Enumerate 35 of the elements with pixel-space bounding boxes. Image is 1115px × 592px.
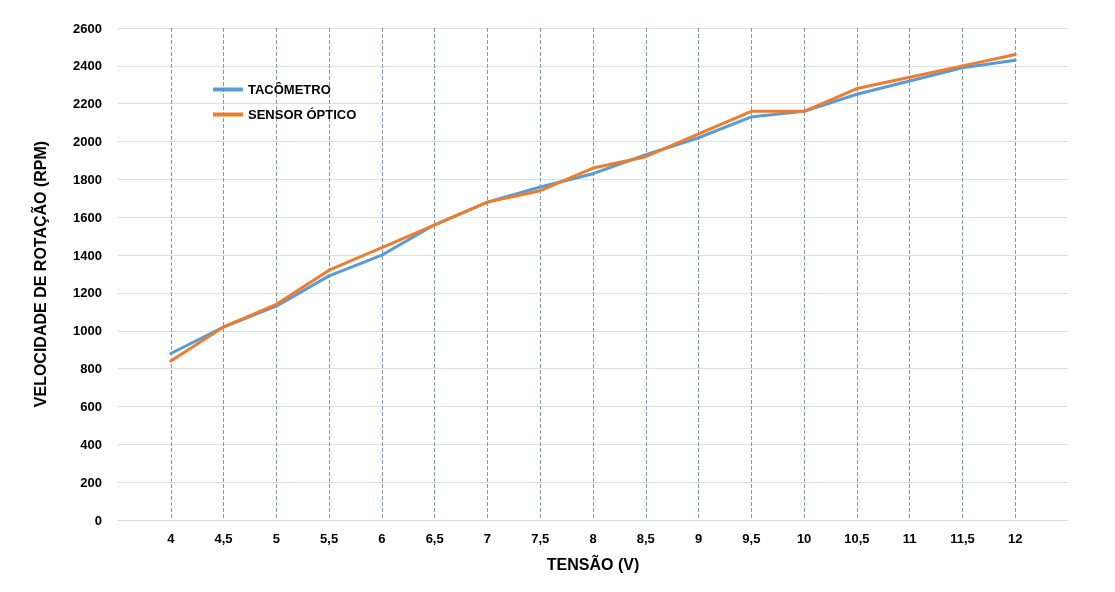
x-tick-label: 5 <box>272 531 280 546</box>
x-tick-label: 4,5 <box>214 531 233 546</box>
x-tick-label: 9 <box>694 531 703 546</box>
x-tick-label: 11 <box>902 531 917 546</box>
x-tick-label: 9,5 <box>742 531 761 546</box>
x-tick-label: 4 <box>167 531 176 546</box>
x-axis-title: TENSÃO (V) <box>546 553 640 573</box>
y-tick-label: 1800 <box>73 171 102 187</box>
y-tick-label: 2200 <box>73 96 102 112</box>
x-tick-label: 8,5 <box>636 531 655 546</box>
x-tick-label: 10,5 <box>844 531 870 546</box>
x-tick-label: 6 <box>378 531 386 546</box>
legend-label: SENSOR ÓPTICO <box>248 107 357 122</box>
x-tick-label: 10 <box>796 531 812 546</box>
y-tick-label: 1600 <box>73 209 102 225</box>
y-tick-label: 1400 <box>73 247 102 263</box>
y-tick-label: 200 <box>80 474 102 490</box>
x-tick-label: 8 <box>589 531 597 546</box>
y-tick-label: 1200 <box>73 285 102 301</box>
x-tick-label: 6,5 <box>425 531 444 546</box>
x-tick-label: 12 <box>1007 531 1023 546</box>
y-tick-label: 1000 <box>73 323 102 339</box>
y-tick-label: 2000 <box>73 134 102 150</box>
y-axis-title: VELOCIDADE DE ROTAÇÃO (RPM) <box>29 140 49 408</box>
legend-label: TACÔMETRO <box>248 82 331 97</box>
x-tick-label: 7,5 <box>531 531 550 546</box>
y-tick-label: 0 <box>94 512 102 528</box>
y-tick-label: 2600 <box>73 20 102 36</box>
x-tick-label: 7 <box>483 531 492 546</box>
x-tick-label: 5,5 <box>320 531 339 546</box>
y-tick-label: 800 <box>80 361 102 377</box>
y-tick-label: 400 <box>80 436 102 452</box>
x-tick-label: 11,5 <box>950 531 975 546</box>
y-tick-label: 2400 <box>73 58 102 74</box>
y-tick-label: 600 <box>80 398 102 414</box>
